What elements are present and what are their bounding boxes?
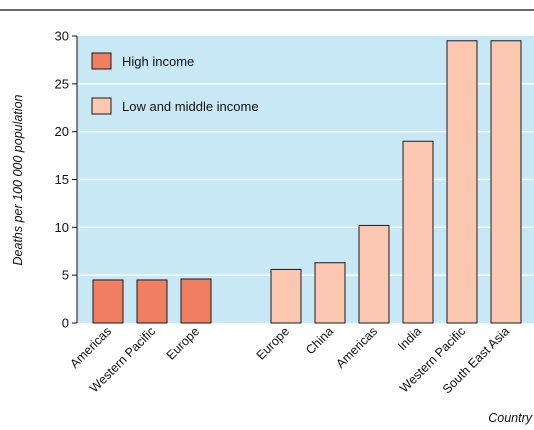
- legend-label: Low and middle income: [122, 99, 259, 114]
- bar-americas: [358, 224, 390, 324]
- y-tick-label: 10: [55, 220, 69, 235]
- bar-europe: [180, 278, 212, 324]
- bar-europe: [270, 268, 302, 324]
- bar-south-east-asia: [490, 40, 522, 324]
- y-axis-title: Deaths per 100 000 population: [11, 94, 25, 265]
- bar-americas: [92, 279, 124, 324]
- y-tick-label: 15: [55, 172, 69, 187]
- bar-western-pacific: [136, 279, 168, 324]
- bars: [92, 40, 522, 324]
- legend-swatch: [91, 97, 112, 115]
- y-tick-label: 0: [62, 316, 69, 331]
- y-tick-label: 20: [55, 124, 69, 139]
- bar-china: [314, 262, 346, 324]
- category-label: Europe: [254, 324, 292, 362]
- y-tick-label: 30: [55, 29, 69, 44]
- legend-swatch: [91, 52, 112, 70]
- category-label: Europe: [164, 324, 202, 362]
- legend-label: High income: [122, 54, 194, 69]
- y-tick-label: 25: [55, 76, 69, 91]
- bar-india: [402, 140, 434, 324]
- bar-western-pacific: [446, 40, 478, 324]
- category-label: China: [303, 324, 336, 357]
- category-label: Americas: [333, 324, 380, 371]
- category-label: India: [395, 324, 424, 353]
- x-axis-title: Country: [488, 411, 533, 425]
- legend: High income Low and middle income: [91, 52, 259, 115]
- y-tick-label: 5: [62, 268, 69, 283]
- y-axis-ticks: 0 5 10 15 20 25 30: [55, 29, 78, 331]
